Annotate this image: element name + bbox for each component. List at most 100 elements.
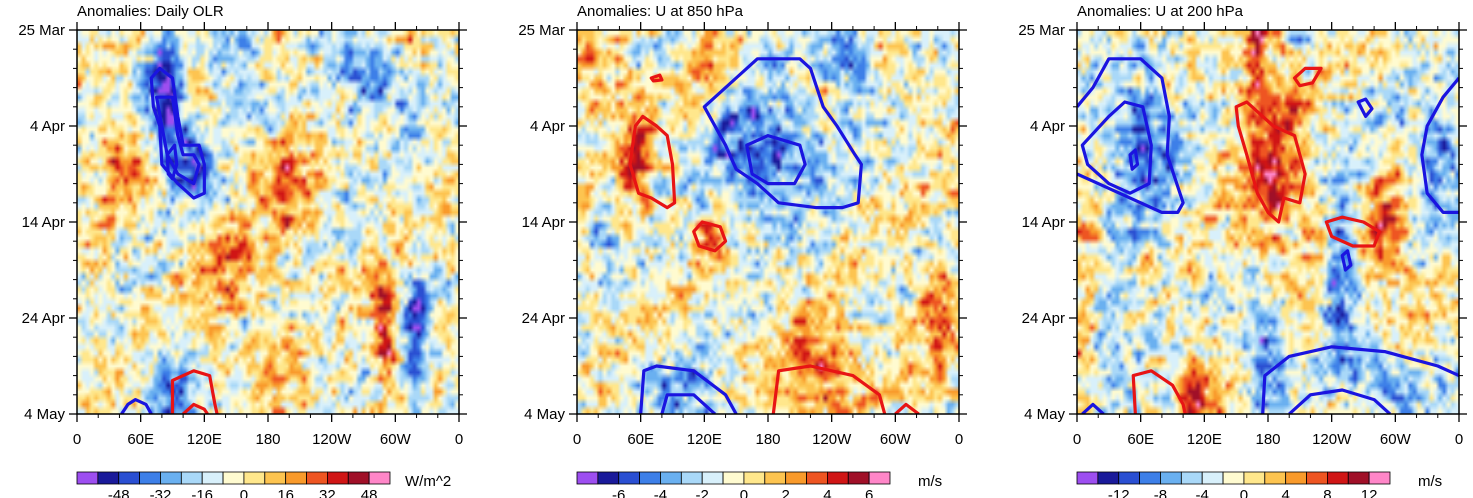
- colorbar-swatch: [576, 471, 599, 485]
- colorbar-swatch: [97, 471, 120, 485]
- colorbar-swatch: [701, 471, 724, 485]
- panel-olr: Anomalies: Daily OLR 0 60E 120E 180 120W 60W 0…: [18, 3, 467, 498]
- colorbar-label: -16: [191, 487, 213, 498]
- x-tick-label: 120E: [1187, 431, 1222, 448]
- colorbar-units: m/s: [1418, 473, 1442, 490]
- colorbar-swatch: [1243, 471, 1266, 485]
- blue-contour: [1080, 100, 1153, 195]
- y-tick-label: 4 Apr: [30, 118, 65, 135]
- blue-contour: [1128, 148, 1140, 171]
- colorbar-swatch: [1347, 471, 1370, 485]
- y-tick-label: 25 Mar: [18, 22, 65, 39]
- colorbar-label: -6: [612, 487, 625, 498]
- colorbar-swatch: [1327, 471, 1349, 485]
- colorbar-swatch: [160, 471, 182, 485]
- colorbar-label: 0: [240, 487, 248, 498]
- blue-contour: [1420, 76, 1459, 214]
- colorbar-swatch: [743, 471, 766, 485]
- red-contour: [649, 73, 664, 83]
- red-contour: [692, 220, 728, 253]
- y-tick-label: 4 Apr: [530, 118, 565, 135]
- panel-title: Anomalies: Daily OLR: [77, 3, 224, 20]
- colorbar-swatch: [1285, 471, 1307, 485]
- colorbar-swatch: [827, 471, 849, 485]
- blue-contour: [702, 57, 863, 210]
- y-tick-label: 24 Apr: [522, 310, 565, 327]
- red-contour: [1324, 215, 1382, 248]
- contour-lines: [1077, 57, 1459, 414]
- blue-contour: [660, 393, 717, 414]
- colorbar-swatch: [139, 471, 161, 485]
- colorbar-swatch: [1201, 471, 1224, 485]
- x-tick-label: 0: [1455, 431, 1463, 448]
- colorbar-label: -4: [654, 487, 667, 498]
- colorbar-swatch: [180, 471, 203, 485]
- colorbar-units: m/s: [918, 473, 942, 490]
- blue-contour: [1340, 249, 1353, 272]
- colorbar-swatch: [368, 471, 391, 485]
- colorbar-label: 48: [361, 487, 378, 498]
- red-contour: [894, 402, 920, 414]
- red-contour: [771, 364, 887, 414]
- contour-lines: [120, 66, 219, 414]
- x-tick-label: 180: [255, 431, 280, 448]
- x-tick-label: 60W: [380, 431, 412, 448]
- colorbar-label: 4: [1281, 487, 1289, 498]
- colorbar-swatch: [806, 471, 828, 485]
- colorbar-label: -32: [150, 487, 172, 498]
- blue-contour: [1288, 388, 1392, 414]
- colorbar-swatch: [618, 471, 641, 485]
- colorbar-swatch: [1097, 471, 1120, 485]
- x-tick-label: 180: [755, 431, 780, 448]
- colorbar-swatch: [1222, 471, 1245, 485]
- x-tick-label: 0: [955, 431, 963, 448]
- colorbar-swatch: [597, 471, 620, 485]
- colorbar-label: 4: [823, 487, 831, 498]
- colorbar-label: 32: [319, 487, 336, 498]
- colorbar-swatch: [1118, 471, 1140, 485]
- red-contour: [170, 369, 219, 414]
- blue-contour: [1077, 57, 1185, 214]
- anomaly-field: [1077, 30, 1459, 414]
- colorbar-swatch: [347, 471, 370, 485]
- anomaly-field: [77, 30, 459, 414]
- red-contour: [182, 402, 209, 414]
- blue-contour: [1261, 345, 1459, 414]
- x-tick-label: 120E: [687, 431, 722, 448]
- blue-contour: [154, 95, 201, 186]
- colorbar-swatch: [326, 471, 349, 485]
- y-tick-label: 4 May: [1024, 406, 1065, 423]
- red-contour: [628, 114, 677, 210]
- y-tick-label: 24 Apr: [22, 310, 65, 327]
- colorbar-swatch: [1076, 471, 1099, 485]
- x-tick-label: 120E: [187, 431, 222, 448]
- colorbar-swatch: [785, 471, 807, 485]
- x-tick-label: 60W: [880, 431, 912, 448]
- x-tick-label: 60W: [1380, 431, 1412, 448]
- colorbar-swatch: [868, 471, 891, 485]
- colorbar-swatch: [1160, 471, 1182, 485]
- x-tick-label: 60E: [627, 431, 654, 448]
- x-tick-label: 0: [1073, 431, 1081, 448]
- blue-contour: [165, 143, 179, 181]
- x-tick-label: 0: [573, 431, 581, 448]
- colorbar-swatch: [722, 471, 745, 485]
- y-tick-label: 24 Apr: [1022, 310, 1065, 327]
- colorbar-swatch: [201, 471, 224, 485]
- red-contour: [1131, 369, 1187, 414]
- y-tick-label: 14 Apr: [522, 214, 565, 231]
- colorbar-swatch: [76, 471, 99, 485]
- blue-contour: [120, 398, 153, 414]
- colorbar-label: 6: [865, 487, 873, 498]
- colorbar-label: 0: [1240, 487, 1248, 498]
- colorbar-label: 16: [277, 487, 294, 498]
- red-contour: [1234, 100, 1307, 224]
- colorbar-swatch: [1139, 471, 1161, 485]
- anomaly-field: [577, 30, 959, 414]
- colorbar-swatch: [847, 471, 870, 485]
- colorbar-label: -2: [696, 487, 709, 498]
- panel-title: Anomalies: U at 850 hPa: [577, 3, 744, 20]
- y-tick-label: 25 Mar: [1018, 22, 1065, 39]
- colorbar-label: 0: [740, 487, 748, 498]
